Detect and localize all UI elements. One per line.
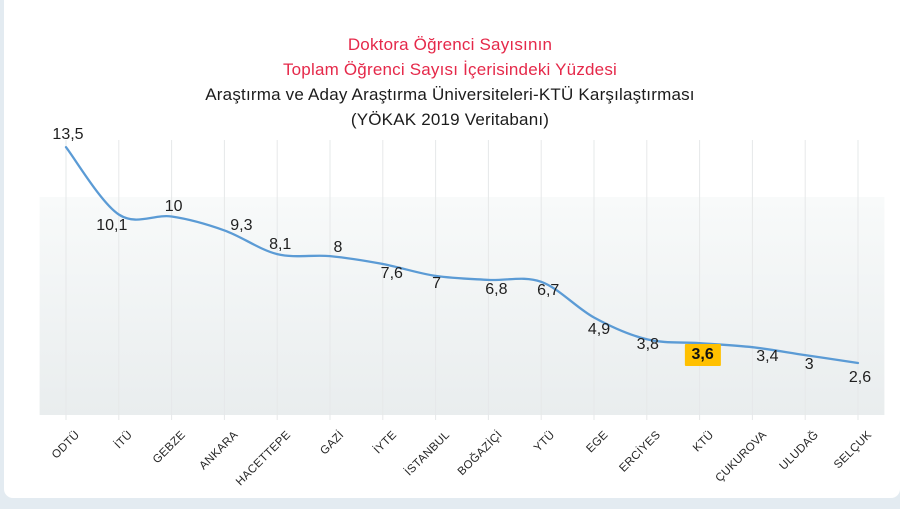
line-chart-canvas xyxy=(39,140,885,420)
chart-area: Doktora Öğrenci Sayısının Toplam Öğrenci… xyxy=(0,32,900,488)
data-label: 3,4 xyxy=(756,348,779,366)
data-label: 6,7 xyxy=(537,281,560,299)
data-label: 4,9 xyxy=(587,321,611,339)
data-label: 8,1 xyxy=(269,236,292,254)
data-label: 10 xyxy=(164,197,183,215)
chart-title-line-2: Toplam Öğrenci Sayısı İçerisindeki Yüzde… xyxy=(282,60,618,79)
data-label-highlighted: 3,6 xyxy=(684,344,721,367)
slide-page: Doktora Öğrenci Sayısının Toplam Öğrenci… xyxy=(4,0,900,498)
data-label: 9,3 xyxy=(230,217,253,235)
data-label: 8 xyxy=(333,239,343,257)
data-label: 10,1 xyxy=(96,216,128,234)
plot-area-shading xyxy=(39,197,885,415)
chart-title-line-3: Araştırma ve Aday Araştırma Üniversitele… xyxy=(205,85,695,104)
chart-title: Doktora Öğrenci Sayısının Toplam Öğrenci… xyxy=(0,32,900,132)
series-line xyxy=(64,146,860,365)
chart-title-line-1: Doktora Öğrenci Sayısının xyxy=(347,35,553,54)
data-label: 3 xyxy=(804,356,814,374)
data-label: 7,6 xyxy=(380,265,403,283)
data-label: 2,6 xyxy=(848,369,872,387)
data-label: 13,5 xyxy=(52,126,84,144)
data-label: 6,8 xyxy=(485,280,508,298)
data-label: 7 xyxy=(432,274,442,292)
chart-title-line-4: (YÖKAK 2019 Veritabanı) xyxy=(350,110,550,129)
data-label: 3,8 xyxy=(636,336,659,354)
